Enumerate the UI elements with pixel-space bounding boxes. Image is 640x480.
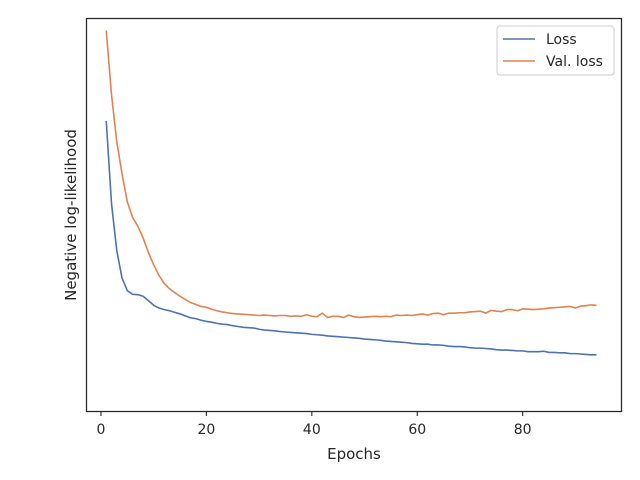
series-line-0: [105, 120, 597, 356]
legend-label-1: Val. loss: [546, 54, 603, 70]
x-tick-label-2: 40: [303, 422, 321, 438]
y-axis-label: Negative log-likelihood: [62, 129, 80, 301]
x-axis-label: Epochs: [327, 445, 381, 463]
x-tick-label-0: 0: [97, 422, 106, 438]
x-tick-label-4: 80: [514, 422, 532, 438]
axes-frame: [85, 17, 623, 413]
series-line-1: [105, 30, 597, 319]
legend-label-0: Loss: [546, 32, 577, 48]
plot-area: [105, 30, 597, 356]
x-tick-label-3: 60: [408, 422, 426, 438]
x-axis-ticks: 0 20 40 60 80: [97, 411, 532, 438]
x-tick-label-1: 20: [197, 422, 215, 438]
legend: Loss Val. loss: [496, 25, 615, 76]
